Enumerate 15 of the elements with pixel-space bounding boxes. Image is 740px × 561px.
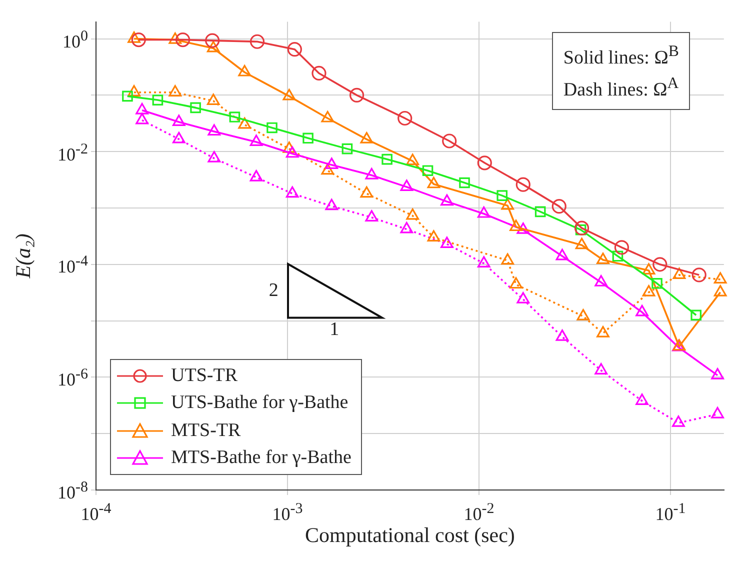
- y-axis-title: E(a₂): [11, 234, 36, 280]
- annotation: Solid lines: Ω$^{B}$: [563, 42, 679, 70]
- legend-label: UTS-TR: [171, 364, 238, 388]
- y-tick-label: 10$^{-6}$: [58, 366, 88, 392]
- legend-label: UTS-Bathe for γ-Bathe: [171, 391, 348, 416]
- y-tick-label: 10$^{-4}$: [58, 252, 88, 279]
- legend-label: MTS-TR: [171, 418, 241, 443]
- annotation: 1: [330, 318, 340, 342]
- y-tick-label: 10$^{0}$: [62, 27, 88, 54]
- x-tick-label: 10$^{-1}$: [655, 500, 686, 526]
- annotation: 2: [268, 278, 278, 303]
- legend-label: MTS-Bathe for γ-Bathe: [171, 446, 352, 470]
- y-tick-label: 10$^{-2}$: [58, 140, 88, 166]
- x-tick-label: 10$^{-3}$: [272, 500, 303, 526]
- annotation: Dash lines: Ω$^{A}$: [563, 74, 679, 102]
